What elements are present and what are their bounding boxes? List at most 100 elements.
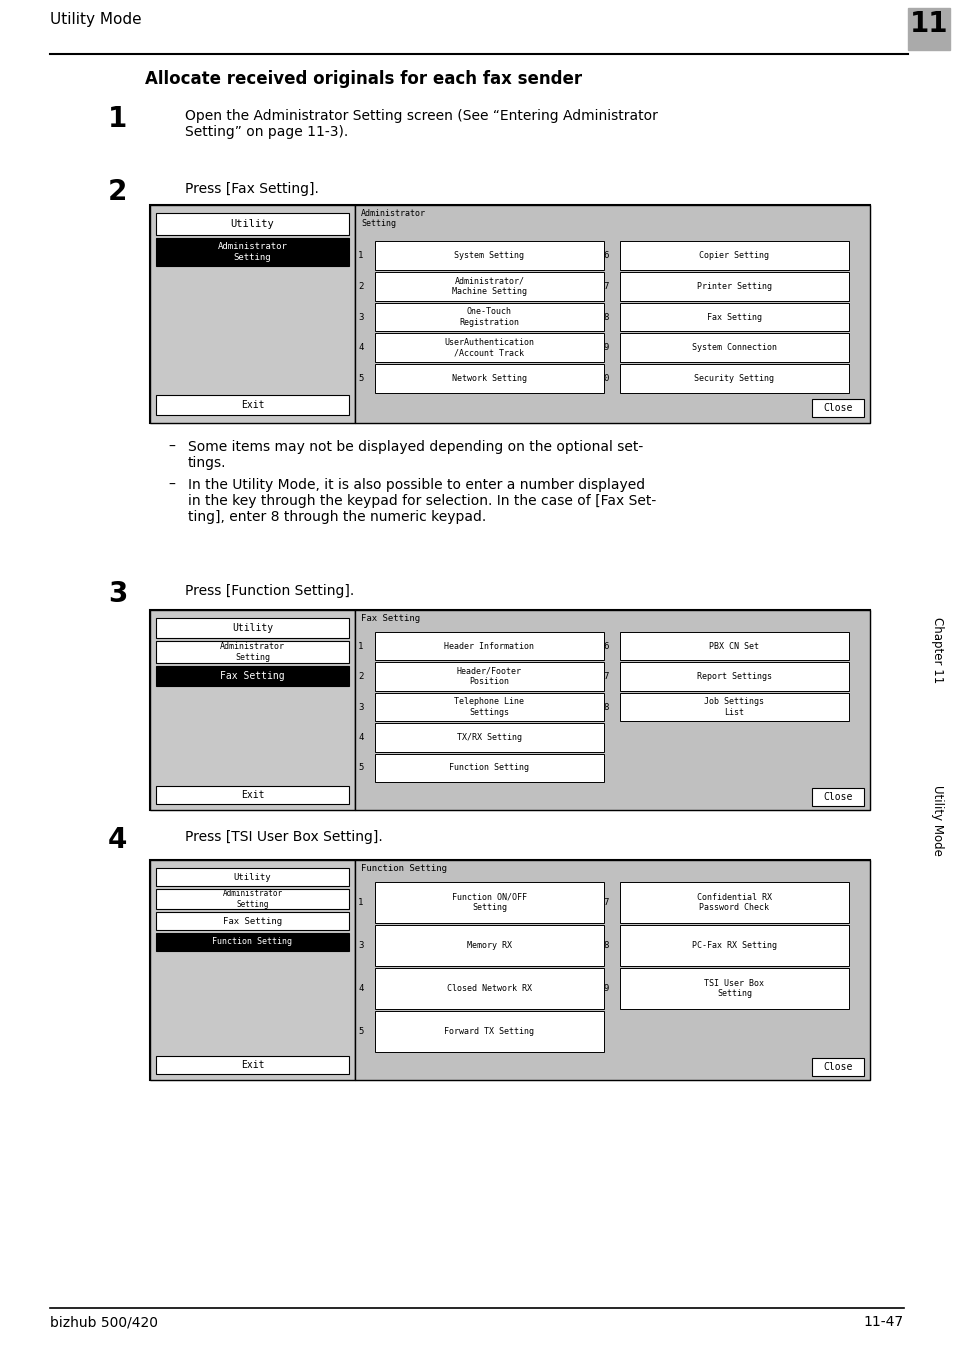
Bar (619, 968, 848, 1009)
Bar (355, 206, 869, 423)
Text: Utility: Utility (232, 623, 273, 633)
Text: Function Setting: Function Setting (213, 937, 293, 946)
Bar (375, 334, 603, 362)
Text: 0: 0 (602, 375, 608, 383)
Bar (375, 1011, 603, 1052)
Bar (375, 723, 603, 752)
Text: 1: 1 (358, 642, 363, 650)
Text: 4: 4 (358, 733, 363, 742)
Bar (375, 882, 603, 923)
Text: Administrator
Setting: Administrator Setting (220, 642, 285, 661)
Text: Chapter 11: Chapter 11 (930, 617, 943, 683)
Text: Header Information: Header Information (444, 642, 534, 650)
Text: Printer Setting: Printer Setting (697, 281, 771, 291)
Text: 8: 8 (602, 312, 608, 322)
Text: Copier Setting: Copier Setting (699, 251, 769, 260)
Text: Confidential RX
Password Check: Confidential RX Password Check (697, 892, 771, 913)
Text: bizhub 500/420: bizhub 500/420 (50, 1315, 158, 1329)
Text: Report Settings: Report Settings (697, 672, 771, 681)
Text: 5: 5 (358, 375, 363, 383)
Bar (150, 610, 355, 810)
Bar (156, 618, 349, 638)
Text: 9: 9 (602, 984, 608, 992)
Text: 7: 7 (602, 672, 608, 681)
Bar (150, 206, 355, 423)
Bar (355, 610, 869, 810)
Bar (375, 968, 603, 1009)
Text: 11-47: 11-47 (863, 1315, 903, 1329)
Bar (150, 610, 869, 810)
Text: Exit: Exit (240, 1060, 264, 1069)
Bar (811, 399, 863, 416)
Text: Press [TSI User Box Setting].: Press [TSI User Box Setting]. (185, 830, 382, 844)
Text: System Setting: System Setting (454, 251, 524, 260)
Text: 6: 6 (602, 251, 608, 260)
Text: TX/RX Setting: TX/RX Setting (456, 733, 521, 742)
Text: 8: 8 (602, 703, 608, 711)
Bar (619, 272, 848, 300)
Bar (150, 860, 355, 1080)
Bar (619, 334, 848, 362)
Text: –: – (168, 439, 174, 454)
Bar (375, 364, 603, 393)
Bar (156, 913, 349, 930)
Bar (156, 868, 349, 886)
Text: Administrator
Setting: Administrator Setting (217, 242, 287, 262)
Text: Exit: Exit (240, 790, 264, 800)
Text: Job Settings
List: Job Settings List (703, 698, 763, 717)
Text: One-Touch
Registration: One-Touch Registration (459, 307, 519, 327)
Text: 1: 1 (358, 898, 363, 907)
Text: Administrator/
Machine Setting: Administrator/ Machine Setting (452, 277, 526, 296)
Text: 11: 11 (909, 9, 947, 38)
Text: Telephone Line
Settings: Telephone Line Settings (454, 698, 524, 717)
Text: TSI User Box
Setting: TSI User Box Setting (703, 979, 763, 998)
Text: Memory RX: Memory RX (467, 941, 512, 950)
Bar (619, 882, 848, 923)
Bar (907, 8, 949, 50)
Bar (375, 692, 603, 721)
Text: Press [Function Setting].: Press [Function Setting]. (185, 584, 354, 598)
Text: Utility: Utility (233, 872, 271, 882)
Text: Network Setting: Network Setting (452, 375, 526, 383)
Bar (150, 860, 869, 1080)
Text: 3: 3 (358, 312, 363, 322)
Text: 2: 2 (108, 178, 128, 206)
Text: Fax Setting: Fax Setting (360, 614, 419, 623)
Text: Exit: Exit (240, 400, 264, 410)
Text: Close: Close (822, 1063, 852, 1072)
Bar (156, 1056, 349, 1073)
Bar (619, 364, 848, 393)
Text: Utility Mode: Utility Mode (930, 784, 943, 856)
Bar (619, 662, 848, 691)
Bar (355, 860, 869, 1080)
Text: Security Setting: Security Setting (694, 375, 774, 383)
Text: 1: 1 (358, 251, 363, 260)
Text: PBX CN Set: PBX CN Set (709, 642, 759, 650)
Text: Utility Mode: Utility Mode (50, 12, 141, 27)
Bar (811, 1059, 863, 1076)
Text: 4: 4 (358, 343, 363, 353)
Text: –: – (168, 479, 174, 492)
Text: 3: 3 (108, 580, 128, 608)
Text: PC-Fax RX Setting: PC-Fax RX Setting (691, 941, 776, 950)
Text: Utility: Utility (231, 219, 274, 228)
Text: Fax Setting: Fax Setting (220, 671, 285, 681)
Text: 3: 3 (358, 941, 363, 950)
Bar (156, 641, 349, 662)
Bar (156, 667, 349, 685)
Bar (619, 303, 848, 331)
Text: Close: Close (822, 403, 852, 412)
Text: Closed Network RX: Closed Network RX (447, 984, 532, 992)
Bar (150, 206, 869, 423)
Bar (619, 925, 848, 965)
Text: 9: 9 (602, 343, 608, 353)
Bar (619, 241, 848, 270)
Bar (156, 786, 349, 804)
Bar (811, 788, 863, 806)
Text: 3: 3 (358, 703, 363, 711)
Bar (375, 753, 603, 781)
Text: 1: 1 (108, 105, 127, 132)
Bar (375, 925, 603, 965)
Text: 2: 2 (358, 672, 363, 681)
Text: Open the Administrator Setting screen (See “Entering Administrator
Setting” on p: Open the Administrator Setting screen (S… (185, 110, 658, 139)
